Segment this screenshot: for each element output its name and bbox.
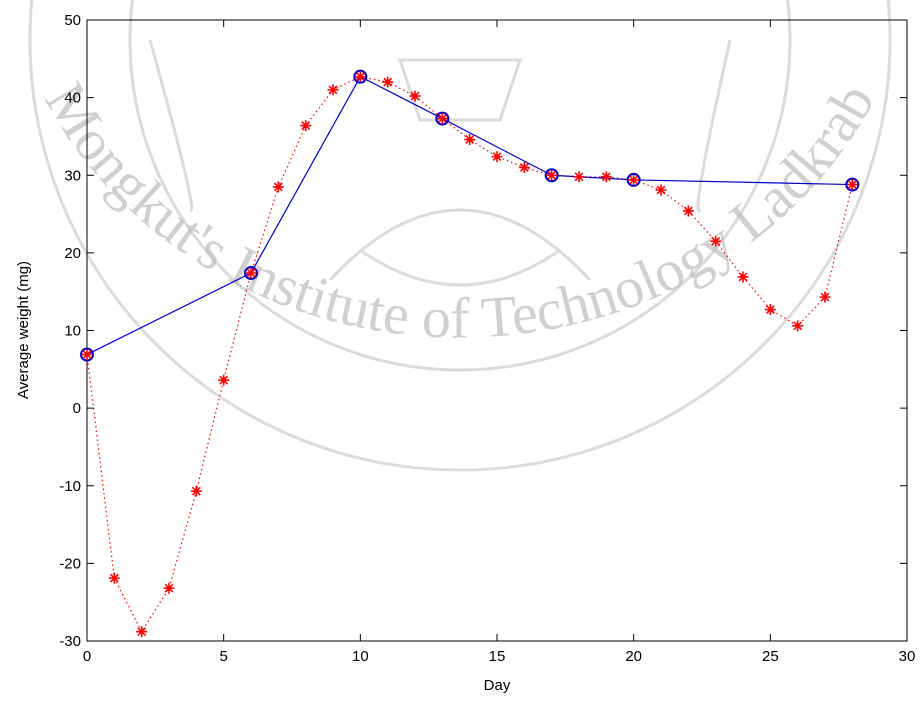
- marker: [464, 134, 475, 145]
- y-tick-label: 40: [64, 90, 81, 107]
- y-tick-label: 20: [64, 245, 81, 262]
- y-tick-label: 50: [64, 12, 81, 29]
- y-tick-label: -10: [59, 478, 81, 495]
- marker: [164, 583, 175, 594]
- page: Mongkut's Institute of Technology Ladkra…: [0, 0, 924, 709]
- x-tick-label: 15: [489, 648, 506, 665]
- marker: [218, 375, 229, 386]
- marker: [683, 205, 694, 216]
- x-tick-label: 10: [352, 648, 369, 665]
- marker: [492, 151, 503, 162]
- marker: [574, 171, 585, 182]
- series-line: [87, 77, 852, 632]
- x-tick-label: 25: [762, 648, 779, 665]
- x-tick-label: 20: [625, 648, 642, 665]
- y-tick-label: -20: [59, 555, 81, 572]
- x-tick-label: 5: [219, 648, 227, 665]
- y-tick-label: 30: [64, 167, 81, 184]
- y-tick-label: 0: [73, 400, 81, 417]
- marker: [656, 184, 667, 195]
- marker: [792, 320, 803, 331]
- marker: [519, 162, 530, 173]
- marker: [82, 349, 93, 360]
- marker: [738, 271, 749, 282]
- y-tick-label: -30: [59, 633, 81, 650]
- x-tick-label: 30: [899, 648, 916, 665]
- marker: [820, 292, 831, 303]
- marker: [300, 120, 311, 131]
- marker: [628, 174, 639, 185]
- marker: [109, 573, 120, 584]
- marker: [546, 170, 557, 181]
- marker: [136, 626, 147, 637]
- marker: [328, 84, 339, 95]
- x-axis-label: Day: [484, 677, 511, 694]
- marker: [382, 77, 393, 88]
- x-tick-label: 0: [83, 648, 91, 665]
- marker: [765, 304, 776, 315]
- marker: [601, 171, 612, 182]
- marker: [191, 486, 202, 497]
- marker: [246, 268, 257, 279]
- chart: Mongkut's Institute of Technology Ladkra…: [0, 0, 924, 704]
- marker: [410, 91, 421, 102]
- marker: [273, 181, 284, 192]
- y-tick-label: 10: [64, 323, 81, 340]
- y-axis-label: Average weight (mg): [15, 261, 32, 399]
